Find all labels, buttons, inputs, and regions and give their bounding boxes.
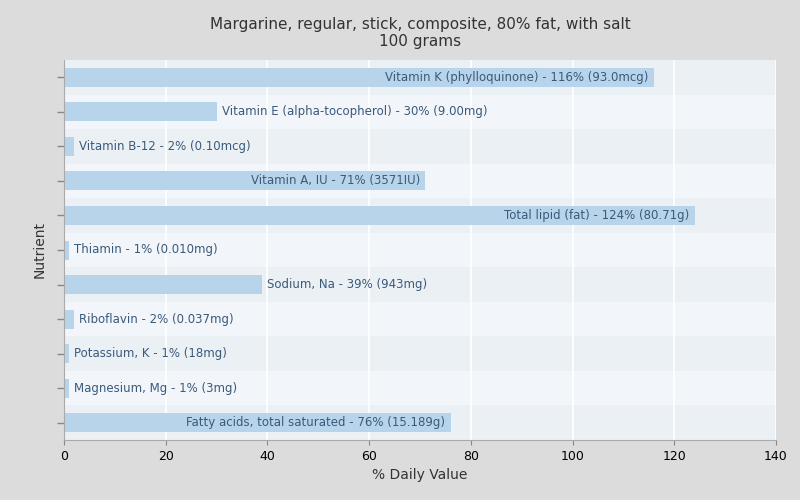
Bar xyxy=(64,406,776,440)
Bar xyxy=(64,302,776,336)
Y-axis label: Nutrient: Nutrient xyxy=(33,222,46,278)
Text: Thiamin - 1% (0.010mg): Thiamin - 1% (0.010mg) xyxy=(74,244,218,256)
Bar xyxy=(64,240,69,260)
Bar xyxy=(64,129,776,164)
Text: Magnesium, Mg - 1% (3mg): Magnesium, Mg - 1% (3mg) xyxy=(74,382,238,394)
Bar xyxy=(64,310,74,328)
Bar xyxy=(64,344,69,363)
Text: Vitamin B-12 - 2% (0.10mcg): Vitamin B-12 - 2% (0.10mcg) xyxy=(79,140,251,153)
X-axis label: % Daily Value: % Daily Value xyxy=(372,468,468,482)
Bar xyxy=(64,413,450,432)
Bar xyxy=(64,371,776,406)
Bar xyxy=(64,60,776,94)
Text: Riboflavin - 2% (0.037mg): Riboflavin - 2% (0.037mg) xyxy=(79,312,234,326)
Bar xyxy=(64,206,694,225)
Text: Vitamin E (alpha-tocopherol) - 30% (9.00mg): Vitamin E (alpha-tocopherol) - 30% (9.00… xyxy=(222,106,487,118)
Text: Sodium, Na - 39% (943mg): Sodium, Na - 39% (943mg) xyxy=(267,278,427,291)
Bar xyxy=(64,336,776,371)
Bar xyxy=(64,198,776,232)
Title: Margarine, regular, stick, composite, 80% fat, with salt
100 grams: Margarine, regular, stick, composite, 80… xyxy=(210,16,630,49)
Text: Vitamin K (phylloquinone) - 116% (93.0mcg): Vitamin K (phylloquinone) - 116% (93.0mc… xyxy=(386,71,649,84)
Bar xyxy=(64,172,425,190)
Bar xyxy=(64,137,74,156)
Bar xyxy=(64,68,654,87)
Bar xyxy=(64,94,776,129)
Bar xyxy=(64,102,217,122)
Text: Total lipid (fat) - 124% (80.71g): Total lipid (fat) - 124% (80.71g) xyxy=(504,209,690,222)
Text: Fatty acids, total saturated - 76% (15.189g): Fatty acids, total saturated - 76% (15.1… xyxy=(186,416,446,429)
Text: Potassium, K - 1% (18mg): Potassium, K - 1% (18mg) xyxy=(74,347,227,360)
Bar xyxy=(64,378,69,398)
Text: Vitamin A, IU - 71% (3571IU): Vitamin A, IU - 71% (3571IU) xyxy=(250,174,420,188)
Bar xyxy=(64,164,776,198)
Bar xyxy=(64,275,262,294)
Bar xyxy=(64,232,776,268)
Bar xyxy=(64,268,776,302)
